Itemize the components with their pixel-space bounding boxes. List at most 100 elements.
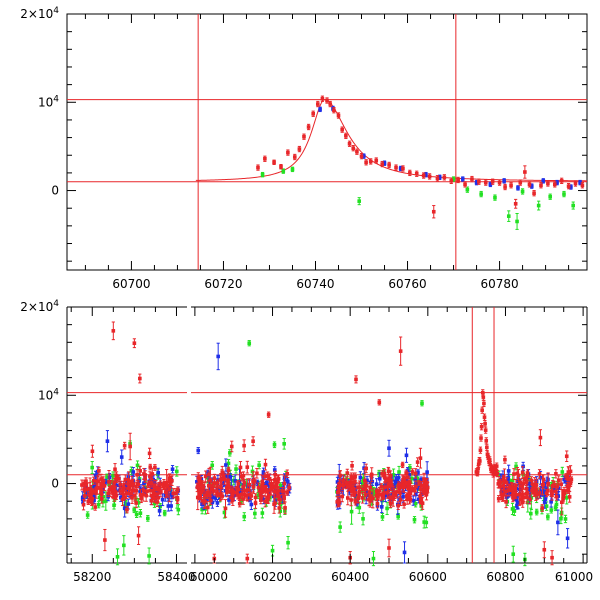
data-point [277,506,282,510]
data-point [518,180,523,185]
data-point [263,156,267,161]
data-point [396,514,400,519]
data-point [164,480,169,485]
data-point [129,469,134,473]
data-point [260,172,265,177]
x-tick-label: 61000 [555,570,593,584]
data-point [141,488,146,493]
data-point [114,474,119,479]
data-point [221,481,226,486]
data-point [542,500,547,504]
data-point [420,501,425,506]
data-point [272,468,277,472]
data-point [170,467,175,472]
data-point [276,494,280,499]
data-point [516,473,521,478]
data-point [532,191,536,195]
data-point [354,377,358,382]
data-point [146,516,150,521]
data-point [442,175,447,180]
data-point [526,500,530,505]
data-point [541,492,546,497]
data-point [521,472,526,477]
data-point [394,165,398,170]
data-point [397,486,402,491]
data-point [422,520,426,524]
data-point [470,177,474,181]
data-point [506,469,511,473]
data-point [128,482,132,487]
data-point [256,165,260,170]
data-point [255,471,259,476]
data-point [564,479,569,484]
data-point [498,484,503,489]
data-point [520,495,525,499]
data-point [530,488,534,493]
data-point [501,483,506,488]
data-point [205,505,210,510]
data-point [413,477,418,482]
data-point [375,501,380,506]
data-point [136,482,141,487]
data-point [507,485,512,490]
x-tick-label: 60600 [409,570,447,584]
data-point [82,481,86,486]
data-point [337,485,341,489]
data-point [567,495,572,499]
data-point [336,490,340,495]
data-point [374,482,379,486]
data-point [359,154,364,158]
data-point [495,471,500,476]
data-point [173,491,177,495]
data-point [147,554,151,558]
data-point [398,490,402,494]
data-point [131,470,136,474]
data-point [397,470,401,474]
data-point [118,489,123,493]
data-point [410,470,415,474]
data-point [282,494,286,499]
data-point [425,485,430,490]
data-point [500,494,504,499]
data-point [93,505,97,509]
data-point [425,488,430,493]
data-point [357,485,362,489]
data-point [102,484,107,488]
data-point [251,478,255,483]
data-point [202,493,207,498]
data-point [358,475,363,480]
data-point [231,497,235,502]
data-point [241,497,245,501]
data-point [514,483,518,488]
data-point [427,174,432,179]
data-point [200,507,204,512]
data-point [480,408,484,412]
data-point [556,520,560,525]
data-point [544,491,549,495]
data-point [383,485,387,489]
data-point [90,449,95,454]
data-point [145,489,149,494]
data-point [410,487,415,491]
data-point [538,435,543,440]
data-point [82,494,87,498]
data-point [360,481,365,486]
data-point [362,154,366,158]
data-point [418,487,423,491]
data-point [344,480,349,485]
data-point [534,484,538,488]
data-point [197,477,202,482]
data-point [485,445,489,450]
data-point [245,488,250,492]
data-point [282,442,286,446]
data-point [422,477,426,481]
data-point [247,482,252,487]
data-point [91,478,96,483]
data-point [546,481,550,486]
data-point [376,494,380,499]
data-point [146,482,151,487]
data-point [223,506,228,511]
data-point [263,474,267,479]
data-point [328,102,333,106]
